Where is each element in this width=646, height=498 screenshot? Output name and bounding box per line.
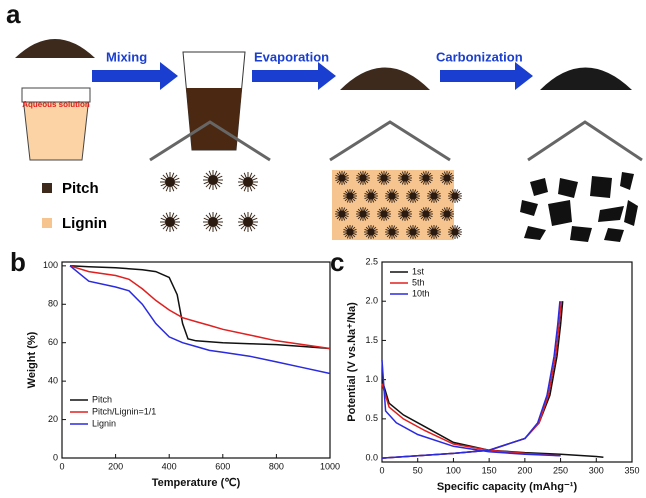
core bbox=[444, 211, 451, 218]
core bbox=[368, 229, 375, 236]
core bbox=[431, 193, 438, 200]
y-axis-label: Weight (%) bbox=[26, 331, 38, 388]
panel-label: a bbox=[6, 0, 21, 29]
core bbox=[431, 229, 438, 236]
arrow bbox=[252, 62, 336, 90]
legend-label: Pitch bbox=[92, 394, 112, 404]
zoom bbox=[528, 122, 642, 160]
series-line bbox=[382, 301, 561, 458]
step-label: Carbonization bbox=[436, 49, 523, 64]
core bbox=[402, 175, 409, 182]
legend-swatch bbox=[42, 183, 52, 193]
y-tick-label: 0.5 bbox=[365, 413, 378, 423]
y-tick-label: 100 bbox=[43, 260, 58, 270]
arrow bbox=[92, 62, 178, 90]
x-tick-label: 0 bbox=[59, 461, 64, 471]
y-tick-label: 0 bbox=[53, 452, 58, 462]
mixture bbox=[186, 88, 242, 150]
y-tick-label: 80 bbox=[48, 299, 58, 309]
plot-frame bbox=[62, 262, 330, 458]
dried-pile bbox=[340, 68, 430, 91]
y-tick-label: 1.5 bbox=[365, 335, 378, 345]
core bbox=[347, 193, 354, 200]
zoom bbox=[330, 122, 450, 160]
x-tick-label: 250 bbox=[553, 465, 568, 475]
x-tick-label: 150 bbox=[482, 465, 497, 475]
figure: a Aqueous solution Mixing Evaporation Ca… bbox=[0, 0, 646, 498]
series-line bbox=[70, 266, 330, 374]
core bbox=[243, 177, 253, 187]
x-tick-label: 200 bbox=[108, 461, 123, 471]
carbon-particles bbox=[520, 172, 638, 242]
y-tick-label: 1.0 bbox=[365, 374, 378, 384]
core bbox=[402, 211, 409, 218]
core bbox=[389, 229, 396, 236]
y-tick-label: 2.0 bbox=[365, 296, 378, 306]
core bbox=[452, 193, 459, 200]
core bbox=[389, 193, 396, 200]
series-line bbox=[70, 266, 330, 349]
y-tick-label: 0.0 bbox=[365, 452, 378, 462]
beaker-text: Aqueous solution bbox=[22, 100, 90, 109]
panel-label: b bbox=[10, 247, 26, 277]
core bbox=[243, 217, 253, 227]
x-tick-label: 800 bbox=[269, 461, 284, 471]
x-tick-label: 300 bbox=[589, 465, 604, 475]
x-tick-label: 100 bbox=[446, 465, 461, 475]
x-tick-label: 0 bbox=[379, 465, 384, 475]
legend-label: Pitch bbox=[62, 180, 99, 197]
legend-label: Pitch/Lignin=1/1 bbox=[92, 406, 156, 416]
series-line bbox=[382, 301, 603, 458]
core bbox=[339, 211, 346, 218]
y-tick-label: 20 bbox=[48, 414, 58, 424]
legend-label: 5th bbox=[412, 277, 425, 287]
core bbox=[360, 211, 367, 218]
series-line bbox=[70, 266, 330, 349]
arrow bbox=[440, 62, 533, 90]
core bbox=[381, 211, 388, 218]
pitch-pile bbox=[15, 39, 95, 58]
legend-label: 10th bbox=[412, 288, 430, 298]
core bbox=[368, 193, 375, 200]
x-tick-label: 50 bbox=[413, 465, 423, 475]
core bbox=[165, 177, 175, 187]
core bbox=[381, 175, 388, 182]
x-tick-label: 1000 bbox=[320, 461, 340, 471]
core bbox=[165, 217, 175, 227]
x-tick-label: 400 bbox=[162, 461, 177, 471]
core bbox=[452, 229, 459, 236]
core bbox=[208, 217, 218, 227]
y-tick-label: 40 bbox=[48, 376, 58, 386]
core bbox=[339, 175, 346, 182]
x-axis-label: Specific capacity (mAhg⁻¹) bbox=[437, 481, 578, 493]
x-axis-label: Temperature (℃) bbox=[152, 477, 241, 489]
legend-label: Lignin bbox=[62, 215, 107, 232]
core bbox=[410, 193, 417, 200]
y-axis-label: Potential (V vs.Na⁺/Na) bbox=[346, 302, 358, 422]
core bbox=[410, 229, 417, 236]
core bbox=[444, 175, 451, 182]
x-tick-label: 600 bbox=[215, 461, 230, 471]
core bbox=[347, 229, 354, 236]
legend-swatch bbox=[42, 218, 52, 228]
core bbox=[360, 175, 367, 182]
legend-label: Lignin bbox=[92, 418, 116, 428]
core bbox=[208, 175, 218, 185]
step-label: Evaporation bbox=[254, 49, 329, 64]
x-tick-label: 350 bbox=[624, 465, 639, 475]
y-tick-label: 60 bbox=[48, 337, 58, 347]
step-label: Mixing bbox=[106, 49, 147, 64]
carbon-pile bbox=[540, 68, 632, 91]
series-line bbox=[382, 301, 561, 458]
panel-label: c bbox=[330, 247, 344, 277]
y-tick-label: 2.5 bbox=[365, 256, 378, 266]
core bbox=[423, 175, 430, 182]
x-tick-label: 200 bbox=[517, 465, 532, 475]
core bbox=[423, 211, 430, 218]
legend-label: 1st bbox=[412, 266, 425, 276]
